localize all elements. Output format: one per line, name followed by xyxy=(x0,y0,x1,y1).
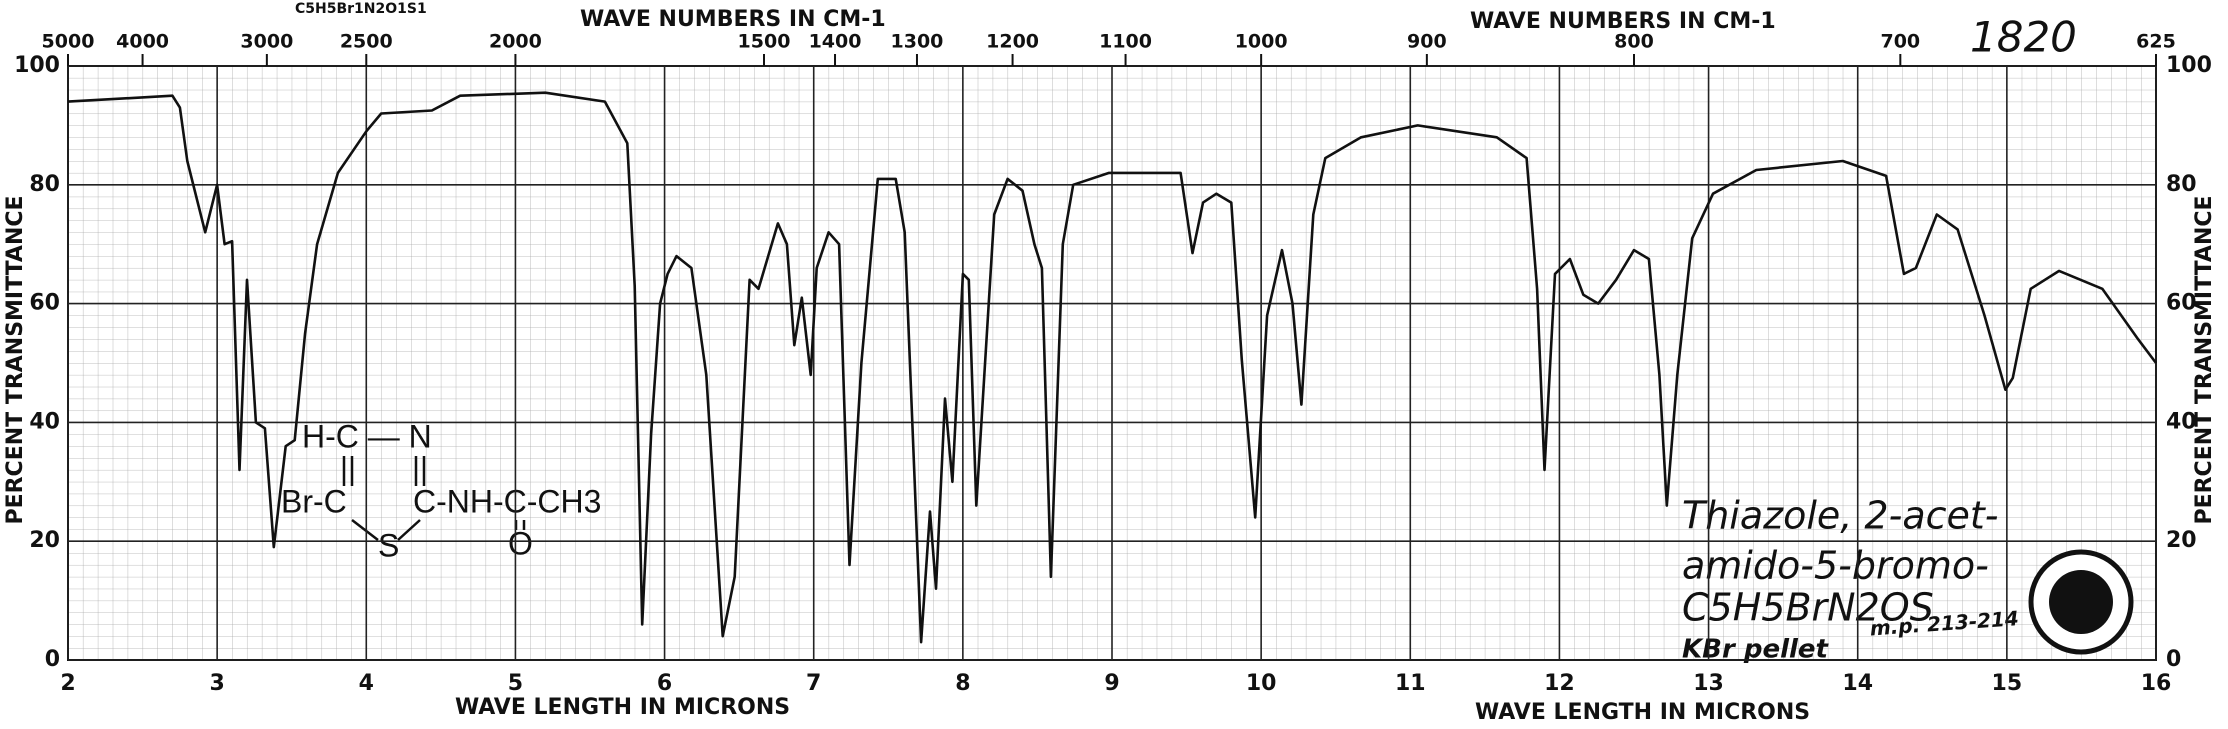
top-tick-label: 1500 xyxy=(738,31,791,53)
y-tick-label: 0 xyxy=(45,647,60,672)
x-tick-label: 2 xyxy=(60,671,75,696)
x-tick-label: 10 xyxy=(1246,671,1277,696)
x-tick-label: 13 xyxy=(1693,671,1724,696)
x-tick-label: 8 xyxy=(955,671,970,696)
top-tick-label: 1200 xyxy=(986,31,1039,53)
y-tick-label: 40 xyxy=(29,409,60,434)
logo-center xyxy=(2049,570,2113,634)
top-tick-label: 4000 xyxy=(116,31,169,53)
formula-label: C5H5Br1N2O1S1 xyxy=(295,1,427,17)
y-tick-label-right: 40 xyxy=(2166,409,2197,434)
top-tick-label: 2500 xyxy=(340,31,393,53)
top-tick-label: 625 xyxy=(2136,31,2176,53)
structure-label: S xyxy=(378,527,399,563)
x-tick-label: 11 xyxy=(1395,671,1426,696)
x-axis-label: WAVE LENGTH IN MICRONS xyxy=(1475,700,1810,725)
x-tick-label: 9 xyxy=(1104,671,1119,696)
top-axis-label: WAVE NUMBERS IN CM-1 xyxy=(580,7,886,32)
x-tick-label: 16 xyxy=(2141,671,2172,696)
top-tick-label: 3000 xyxy=(240,31,293,53)
x-tick-label: 4 xyxy=(359,671,374,696)
top-tick-label: 800 xyxy=(1614,31,1654,53)
top-axis-label: WAVE NUMBERS IN CM-1 xyxy=(1470,9,1776,34)
top-tick-label: 2000 xyxy=(489,31,542,53)
x-tick-label: 14 xyxy=(1842,671,1873,696)
logo xyxy=(2028,549,2134,655)
y-tick-label: 60 xyxy=(29,291,60,316)
y-tick-label-right: 60 xyxy=(2166,291,2197,316)
top-tick-label: 700 xyxy=(1880,31,1920,53)
annotation: Thiazole, 2-acet- amido-5-bromo- C5H5BrN… xyxy=(1682,494,2019,665)
annotation-line: Thiazole, 2-acet- xyxy=(1682,494,1999,538)
x-tick-label: 5 xyxy=(508,671,523,696)
spectrum-line xyxy=(67,91,2158,644)
y-axis-label: PERCENT TRANSMITTANCE xyxy=(2192,195,2217,524)
annotation-line: amido-5-bromo- xyxy=(1682,544,1989,588)
x-axis-label: WAVE LENGTH IN MICRONS xyxy=(455,695,790,720)
annotation-line: C5H5BrN2OS xyxy=(1682,586,1934,630)
top-tick-label: 1300 xyxy=(891,31,944,53)
x-tick-label: 12 xyxy=(1544,671,1575,696)
y-tick-label: 100 xyxy=(14,53,60,78)
top-tick-label: 5000 xyxy=(42,31,95,53)
structure-label: O xyxy=(508,525,533,561)
structure: H-C — N Br-C C-NH-C-CH3 S O xyxy=(281,418,601,563)
structure-label: C-NH-C-CH3 xyxy=(413,483,601,519)
top-tick-label: 1000 xyxy=(1235,31,1288,53)
y-tick-label-right: 20 xyxy=(2166,528,2197,553)
x-tick-label: 15 xyxy=(1992,671,2023,696)
top-tick-label: 1400 xyxy=(809,31,862,53)
top-tick-label: 900 xyxy=(1407,31,1447,53)
spectrum-number: 1820 xyxy=(1970,13,2077,62)
x-tick-label: 3 xyxy=(209,671,224,696)
structure-label: Br-C xyxy=(281,483,347,519)
y-axis-label: PERCENT TRANSMITTANCE xyxy=(3,195,28,524)
x-tick-label: 6 xyxy=(657,671,672,696)
y-tick-label: 20 xyxy=(29,528,60,553)
y-tick-label-right: 0 xyxy=(2166,647,2181,672)
top-tick-label: 1100 xyxy=(1099,31,1152,53)
x-tick-label: 7 xyxy=(806,671,821,696)
y-tick-label-right: 100 xyxy=(2166,53,2212,78)
y-tick-label-right: 80 xyxy=(2166,172,2197,197)
y-tick-label: 80 xyxy=(29,172,60,197)
